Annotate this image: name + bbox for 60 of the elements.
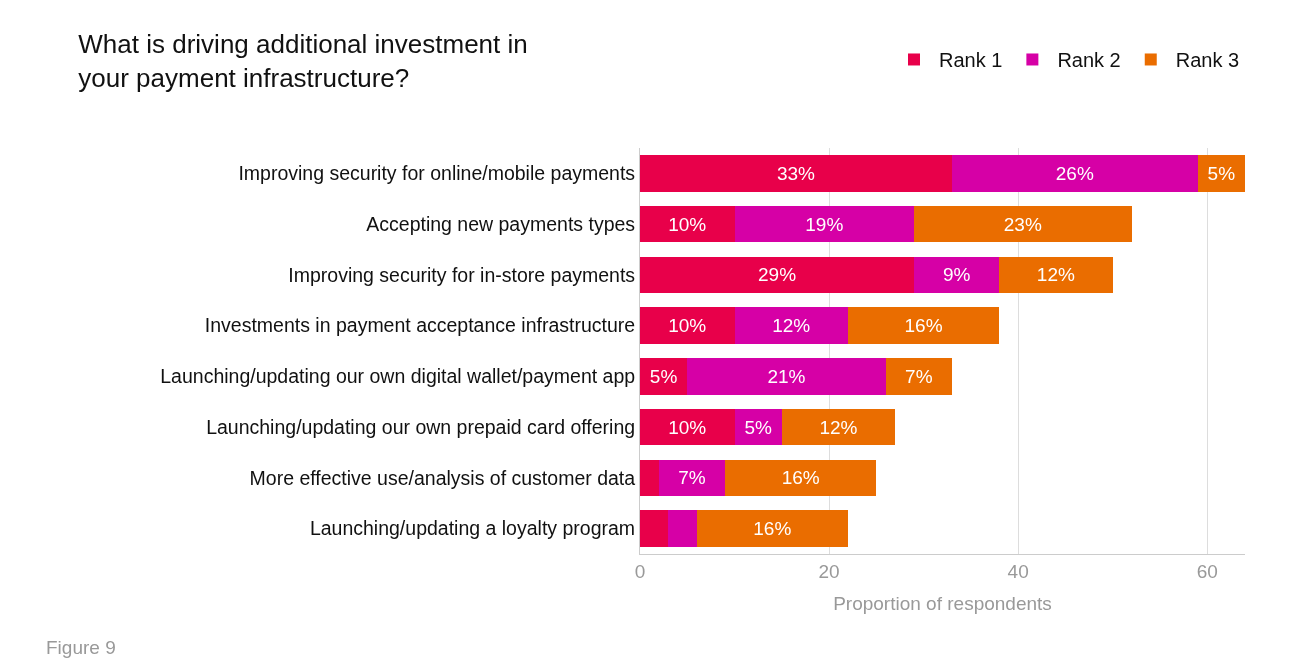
data-label: 9% <box>942 264 971 286</box>
data-label: 16% <box>753 518 792 540</box>
data-label: 16% <box>781 467 820 489</box>
caption: Figure 9 <box>46 637 116 658</box>
data-label: 5% <box>649 365 678 387</box>
bar <box>999 256 1113 294</box>
data-label: 5% <box>1207 162 1236 184</box>
data-label: 7% <box>678 467 706 489</box>
data-label: 33% <box>776 162 816 184</box>
x-tick-label: 40 <box>1007 560 1029 582</box>
data-label: 26% <box>1055 162 1094 184</box>
bar <box>640 459 659 497</box>
bar <box>640 205 735 243</box>
data-label: 23% <box>1003 213 1042 235</box>
data-label: 10% <box>668 416 707 438</box>
bar <box>847 307 1000 344</box>
data-label: 16% <box>904 315 943 337</box>
bar <box>640 408 735 446</box>
data-label: 7% <box>905 365 933 387</box>
legend-label: Rank 2 <box>1057 49 1121 72</box>
x-tick-label: 60 <box>1196 560 1218 582</box>
data-label: 29% <box>758 264 797 286</box>
y-tick-label: Launching/updating our own digital wallet/payment app <box>160 365 636 388</box>
bar <box>658 459 726 497</box>
bar <box>640 256 915 294</box>
bar <box>696 510 848 547</box>
y-tick-label: Improving security for in-store payments <box>288 263 636 286</box>
data-label: 12% <box>819 416 858 438</box>
data-label: 19% <box>805 213 844 235</box>
legend-label: Rank 3 <box>1175 49 1240 72</box>
bar <box>914 205 1132 243</box>
data-label: 12% <box>772 315 811 337</box>
y-tick-label: Improving security for online/mobile payments <box>238 162 636 185</box>
y-tick-label: More effective use/analysis of customer data <box>249 466 636 489</box>
bar <box>885 358 952 395</box>
data-label: 5% <box>744 416 772 438</box>
bar <box>781 408 896 446</box>
x-tick-label: 0 <box>634 560 646 582</box>
legend-label: Rank 1 <box>939 49 1003 72</box>
bar <box>687 358 886 395</box>
y-tick-label: Launching/updating a loyalty program <box>309 517 636 540</box>
data-label: 10% <box>668 315 707 337</box>
bar <box>640 510 669 547</box>
y-tick-label: Launching/updating our own prepaid card offering <box>206 415 636 438</box>
bar <box>640 155 952 192</box>
data-label: 12% <box>1036 264 1076 286</box>
y-tick-label: Accepting new payments types <box>366 212 636 235</box>
bar <box>734 307 848 344</box>
bar <box>951 155 1198 192</box>
x-axis-title: Proportion of respondents <box>833 592 1052 614</box>
data-label: 21% <box>767 365 806 387</box>
y-tick-label: Investments in payment acceptance infrastructure <box>204 314 636 337</box>
bar <box>734 205 915 243</box>
bar <box>640 307 735 344</box>
bar <box>668 510 697 547</box>
text: What is driving additional investment in your payment infrastructure? <box>78 29 528 94</box>
bar <box>725 459 877 497</box>
data-label: 10% <box>668 213 707 235</box>
x-tick-label: 20 <box>818 560 840 582</box>
bar <box>914 256 1000 294</box>
